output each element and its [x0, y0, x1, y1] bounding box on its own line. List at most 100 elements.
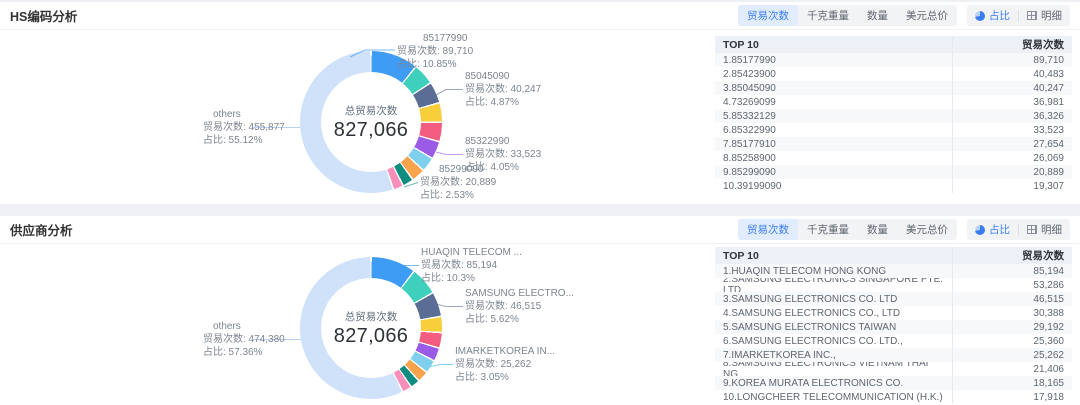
table-cell-value: 25,262 [952, 348, 1072, 362]
callout-85045090: 85045090 贸易次数: 40,247 占比: 4.87% [465, 70, 541, 109]
table-cell-name: 2.85423900 [723, 68, 776, 80]
leader-line [427, 364, 453, 368]
pie-view-button[interactable]: 占比 [967, 219, 1018, 240]
table-row: 9.KOREA MURATA ELECTRONICS CO. 18,165 [715, 376, 1072, 390]
panel-header: HS编码分析 贸易次数 千克重量 数量 美元总价 占比 明细 [0, 2, 1080, 30]
callout-count: 贸易次数: 85,194 [421, 260, 498, 271]
donut-center-value: 827,066 [333, 324, 409, 347]
table-row: 2.SAMSUNG ELECTRONICS SINGAPORE PTE. LTD… [715, 278, 1072, 292]
pie-view-label: 占比 [989, 10, 1010, 22]
callout-count: 贸易次数: 46,515 [465, 301, 542, 312]
callout-imarketkorea: IMARKETKOREA IN... 贸易次数: 25,262 占比: 3.05… [455, 345, 555, 384]
table-row: 10.39199090 19,307 [715, 179, 1072, 193]
table-cell-value: 17,918 [952, 390, 1072, 404]
table-body: 1.85177990 89,710 2.85423900 40,483 3.850450… [715, 53, 1072, 193]
donut-chart[interactable]: 总贸易次数 827,066 [300, 51, 442, 193]
callout-85322990: 85322990 贸易次数: 33,523 占比: 4.05% [465, 135, 541, 174]
metric-toolbar: 贸易次数 千克重量 数量 美元总价 占比 明细 [738, 219, 1070, 240]
table-row: 3.SAMSUNG ELECTRONICS CO. LTD 46,515 [715, 292, 1072, 306]
detail-view-label: 明细 [1041, 224, 1062, 236]
callout-pct: 占比: 10.3% [421, 273, 475, 284]
table-cell-value: 26,069 [952, 151, 1072, 165]
table-cell-name: 2.SAMSUNG ELECTRONICS SINGAPORE PTE. LTD [723, 278, 944, 292]
table-row: 6.SAMSUNG ELECTRONICS CO. LTD., 25,360 [715, 334, 1072, 348]
callout-pct: 占比: 57.36% [203, 347, 263, 358]
hs-code-analysis-panel: HS编码分析 贸易次数 千克重量 数量 美元总价 占比 明细 [0, 2, 1080, 204]
metric-usd-total-button[interactable]: 美元总价 [906, 10, 948, 22]
table-row: 1.HUAQIN TELECOM HONG KONG 85,194 [715, 264, 1072, 278]
table-row: 9.85299090 20,889 [715, 165, 1072, 179]
callout-name: HUAQIN TELECOM ... [421, 247, 522, 258]
callout-name: others [213, 109, 241, 120]
table-cell-name: 1.85177990 [723, 54, 776, 66]
donut-center: 总贸易次数 827,066 [321, 72, 421, 172]
top10-table: TOP 10 贸易次数 1.HUAQIN TELECOM HONG KONG 85… [715, 247, 1072, 404]
metric-usd-total-button[interactable]: 美元总价 [906, 224, 948, 236]
callout-85177990: 85177990 贸易次数: 89,710 占比: 10.85% [397, 32, 473, 71]
table-header-row: TOP 10 贸易次数 [715, 36, 1072, 53]
table-row: 7.85177910 27,654 [715, 137, 1072, 151]
table-row: 5.85332129 36,326 [715, 109, 1072, 123]
table-row: 6.85322990 33,523 [715, 123, 1072, 137]
table-cell-name: 6.85322990 [723, 124, 776, 136]
detail-view-button[interactable]: 明细 [1019, 219, 1070, 240]
callout-pct: 占比: 10.85% [397, 59, 457, 70]
metric-kg-weight-button[interactable]: 千克重量 [807, 10, 849, 22]
table-cell-value: 19,307 [952, 179, 1072, 193]
callout-pct: 占比: 4.05% [465, 162, 519, 173]
table-row: 1.85177990 89,710 [715, 53, 1072, 67]
callout-count: 贸易次数: 33,523 [465, 149, 542, 160]
callout-pct: 占比: 55.12% [203, 135, 263, 146]
table-cell-value: 20,889 [952, 165, 1072, 179]
table-cell-value: 18,165 [952, 376, 1072, 390]
table-row: 10.LONGCHEER TELECOMMUNICATION (H.K.) 17,… [715, 390, 1072, 404]
callout-samsung: SAMSUNG ELECTRO... 贸易次数: 46,515 占比: 5.62… [465, 287, 574, 326]
leader-line [435, 303, 463, 307]
leader-line [435, 89, 463, 96]
metric-quantity-button[interactable]: 数量 [867, 224, 888, 236]
callout-pct: 占比: 2.53% [420, 190, 474, 201]
donut-center-label: 总贸易次数 [344, 104, 398, 117]
divider [1018, 9, 1019, 22]
pie-view-label: 占比 [989, 224, 1010, 236]
metric-quantity-button[interactable]: 数量 [867, 10, 888, 22]
detail-view-button[interactable]: 明细 [1019, 5, 1070, 26]
metric-trade-count-button[interactable]: 贸易次数 [738, 5, 798, 26]
table-header-row: TOP 10 贸易次数 [715, 247, 1072, 264]
callout-name: 85322990 [465, 136, 510, 147]
table-header-trade-count: 贸易次数 [952, 247, 1072, 264]
callout-pct: 占比: 5.62% [465, 314, 519, 325]
table-row: 8.SAMSUNG ELECTRONICS VIETNAM THAI NG 21,… [715, 362, 1072, 376]
panel-title: HS编码分析 [10, 10, 78, 24]
table-cell-value: 89,710 [952, 53, 1072, 67]
table-cell-name: 1.HUAQIN TELECOM HONG KONG [723, 265, 887, 277]
callout-85299090: 85299090 贸易次数: 20,889 占比: 2.53% [420, 163, 496, 202]
table-cell-value: 46,515 [952, 292, 1072, 306]
table-row: 7.IMARKETKOREA INC., 25,262 [715, 348, 1072, 362]
metric-trade-count-button[interactable]: 贸易次数 [738, 219, 798, 240]
callout-count: 贸易次数: 89,710 [397, 46, 474, 57]
table-grid-icon [1027, 225, 1037, 234]
donut-chart-icon [975, 10, 985, 21]
callout-others: others 贸易次数: 455,877 占比: 55.12% [203, 108, 285, 147]
callout-others: others 贸易次数: 474,380 占比: 57.36% [203, 320, 285, 359]
detail-view-label: 明细 [1041, 10, 1062, 22]
table-cell-name: 10.LONGCHEER TELECOMMUNICATION (H.K.) [723, 391, 943, 403]
divider [1018, 223, 1019, 236]
table-cell-value: 25,360 [952, 334, 1072, 348]
table-header-top10: TOP 10 [723, 249, 759, 262]
table-row: 2.85423900 40,483 [715, 67, 1072, 81]
table-cell-value: 85,194 [952, 264, 1072, 278]
donut-chart[interactable]: 总贸易次数 827,066 [300, 257, 442, 399]
donut-center-value: 827,066 [333, 118, 409, 141]
table-cell-value: 53,286 [952, 278, 1072, 292]
callout-name: SAMSUNG ELECTRO... [465, 288, 574, 299]
callout-pct: 占比: 3.05% [455, 372, 509, 383]
table-header-trade-count: 贸易次数 [952, 36, 1072, 53]
callout-name: 85177990 [423, 33, 468, 44]
callout-count: 贸易次数: 25,262 [455, 359, 532, 370]
panel-title: 供应商分析 [10, 224, 73, 238]
table-cell-name: 9.KOREA MURATA ELECTRONICS CO. [723, 377, 904, 389]
metric-kg-weight-button[interactable]: 千克重量 [807, 224, 849, 236]
pie-view-button[interactable]: 占比 [967, 5, 1018, 26]
